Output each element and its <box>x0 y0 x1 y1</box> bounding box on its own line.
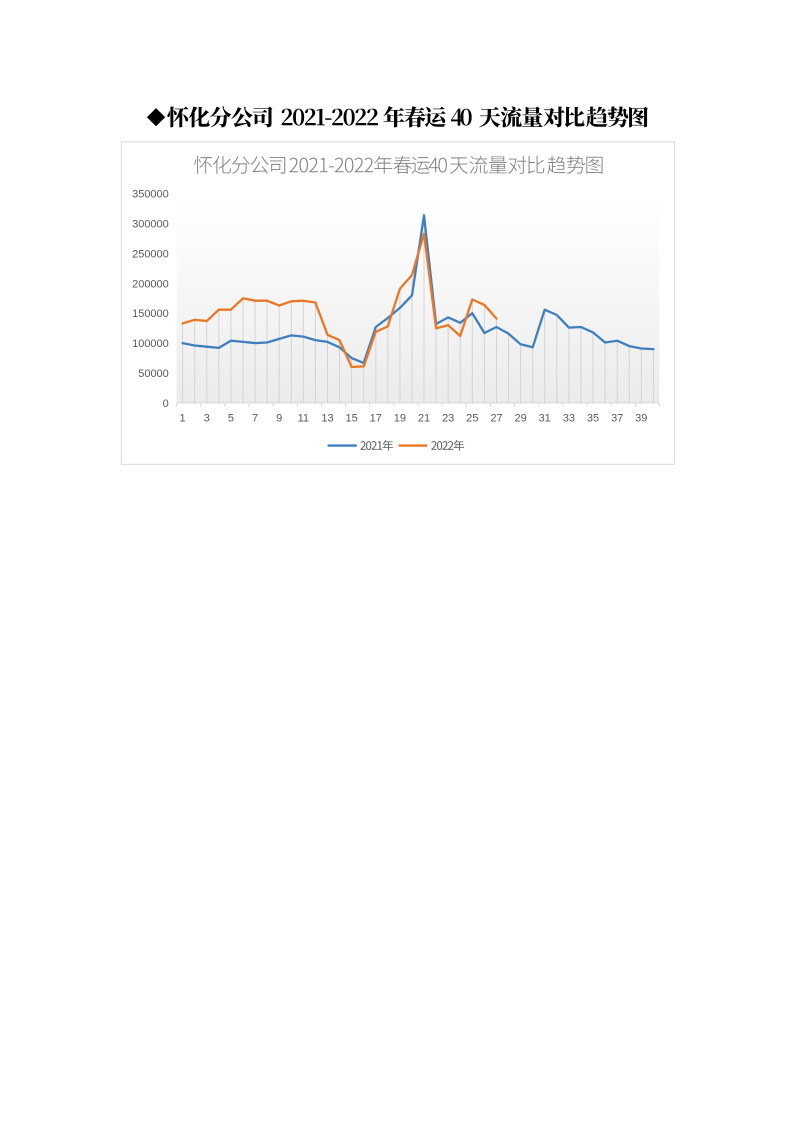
svg-text:100000: 100000 <box>132 338 169 350</box>
svg-text:39: 39 <box>635 412 647 424</box>
svg-text:23: 23 <box>442 412 454 424</box>
svg-text:0: 0 <box>163 398 169 410</box>
svg-text:5: 5 <box>228 412 234 424</box>
svg-text:13: 13 <box>321 412 333 424</box>
svg-text:50000: 50000 <box>138 368 169 380</box>
svg-text:29: 29 <box>514 412 526 424</box>
svg-text:27: 27 <box>490 412 502 424</box>
svg-text:9: 9 <box>276 412 282 424</box>
svg-text:37: 37 <box>611 412 623 424</box>
svg-text:1: 1 <box>180 412 186 424</box>
svg-text:300000: 300000 <box>132 219 169 231</box>
svg-text:350000: 350000 <box>132 189 169 201</box>
svg-text:3: 3 <box>204 412 210 424</box>
svg-text:7: 7 <box>252 412 258 424</box>
svg-text:150000: 150000 <box>132 308 169 320</box>
svg-text:250000: 250000 <box>132 248 169 260</box>
svg-text:35: 35 <box>587 412 599 424</box>
svg-text:33: 33 <box>563 412 575 424</box>
svg-text:11: 11 <box>298 412 309 424</box>
svg-text:25: 25 <box>466 412 478 424</box>
svg-text:15: 15 <box>345 412 357 424</box>
svg-text:200000: 200000 <box>132 278 169 290</box>
svg-text:17: 17 <box>370 412 382 424</box>
svg-text:21: 21 <box>418 412 430 424</box>
svg-text:19: 19 <box>394 412 406 424</box>
svg-text:31: 31 <box>539 412 551 424</box>
